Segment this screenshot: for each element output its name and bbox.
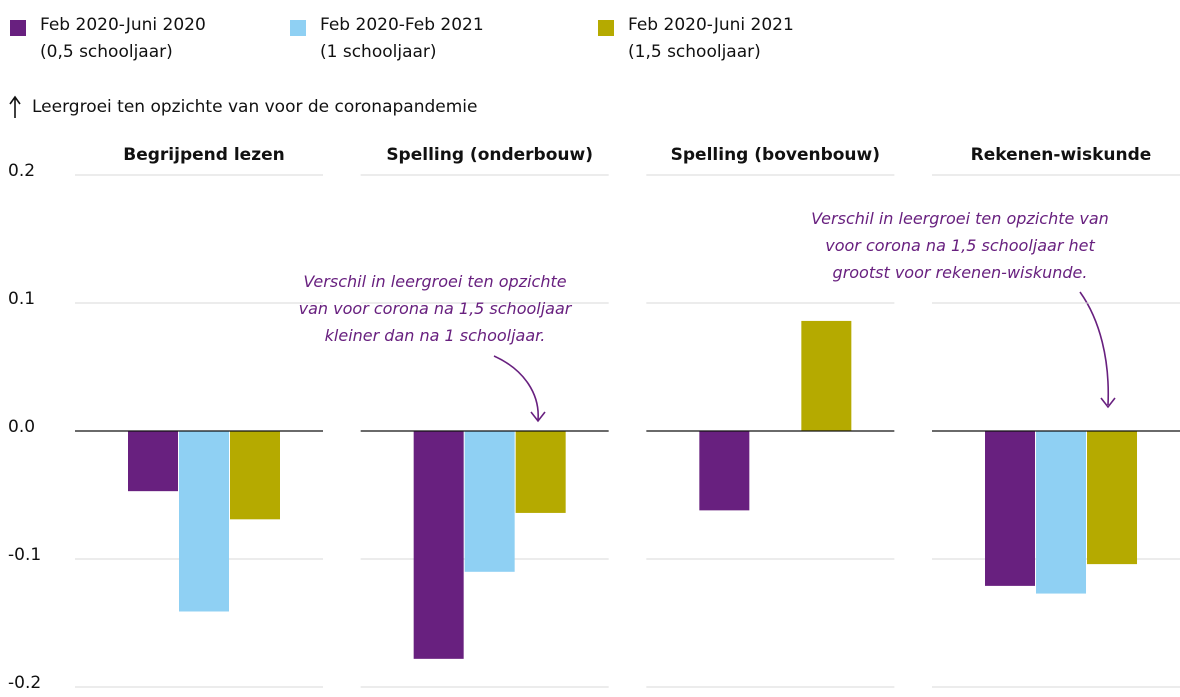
bar — [179, 431, 229, 612]
y-axis-label: Leergroei ten opzichte van voor de coron… — [32, 97, 477, 117]
bar — [128, 431, 178, 492]
bar — [801, 320, 852, 431]
bar — [1087, 431, 1138, 565]
legend-label: Feb 2020-Juni 2021 (1,5 schooljaar) — [628, 15, 794, 62]
annotation: Verschil in leergroei ten opzichte van v… — [298, 272, 572, 345]
annotation-arrows — [493, 291, 1116, 423]
bar — [230, 431, 280, 520]
y-tick-label: 0.0 — [8, 417, 35, 437]
y-tick-label: 0.2 — [8, 161, 35, 181]
panel-title: Spelling (onderbouw) — [386, 145, 593, 165]
bar — [985, 431, 1036, 586]
bar — [699, 431, 750, 511]
panel-title: Spelling (bovenbouw) — [671, 145, 880, 165]
legend-swatch — [290, 20, 306, 36]
legend-swatch — [598, 20, 614, 36]
bar — [464, 431, 515, 572]
bar — [515, 431, 566, 513]
panel-title: Rekenen-wiskunde — [971, 145, 1152, 165]
legend-swatch — [10, 20, 26, 36]
y-tick-label: -0.2 — [8, 673, 41, 693]
legend-label: Feb 2020-Juni 2020 (0,5 schooljaar) — [40, 15, 206, 62]
panel-title: Begrijpend lezen — [123, 145, 284, 165]
axis-arrow — [9, 95, 21, 118]
bar — [413, 431, 464, 659]
y-tick-label: -0.1 — [8, 545, 41, 565]
y-tick-label: 0.1 — [8, 289, 35, 309]
legend-label: Feb 2020-Feb 2021 (1 schooljaar) — [320, 15, 484, 62]
annotation: Verschil in leergroei ten opzichte van v… — [811, 209, 1109, 282]
bar — [1036, 431, 1087, 594]
